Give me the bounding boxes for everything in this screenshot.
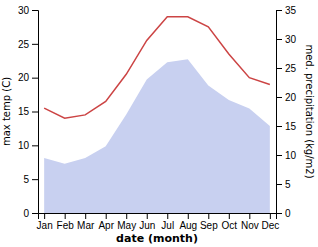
tick-label: Jul xyxy=(161,220,174,231)
tick-label: 0 xyxy=(23,208,29,219)
tick: 5 xyxy=(23,174,38,185)
tick-mark xyxy=(44,213,45,219)
tick-mark xyxy=(276,97,282,98)
tick-label: Jan xyxy=(37,220,53,231)
tick: Jan xyxy=(37,213,53,231)
tick-label: 20 xyxy=(285,92,297,103)
tick-mark xyxy=(276,126,282,127)
tick-mark xyxy=(276,68,282,69)
tick-mark xyxy=(106,213,107,219)
tick-mark xyxy=(208,213,209,219)
tick-label: Oct xyxy=(222,220,238,231)
chart: Jan FebMarAprMayJun Jul AugSep OctNovDec 0 5 10… xyxy=(0,0,318,247)
tick-mark xyxy=(32,145,38,146)
tick-label: 10 xyxy=(18,140,30,151)
tick-label: Mar xyxy=(77,220,95,231)
tick-label: Feb xyxy=(57,220,75,231)
tick-mark xyxy=(85,213,86,219)
tick: Feb xyxy=(57,213,75,231)
y2-axis-title: med. precipitation (kg/m2) xyxy=(304,44,315,178)
tick-mark xyxy=(229,213,230,219)
tick: 15 xyxy=(276,121,297,132)
tick-mark xyxy=(276,184,282,185)
y2-axis: 0 5 10 15 20 25 30 35 xyxy=(276,5,297,219)
tick-mark xyxy=(188,213,189,219)
x-axis: Jan FebMarAprMayJun Jul AugSep OctNovDec xyxy=(37,213,280,231)
tick: 20 xyxy=(276,92,297,103)
area xyxy=(44,59,270,213)
tick-label: 5 xyxy=(285,179,291,190)
tick-label: 25 xyxy=(18,39,30,50)
tick: 15 xyxy=(18,106,38,117)
marks xyxy=(44,17,270,213)
tick-mark xyxy=(32,112,38,113)
tick-mark xyxy=(147,213,148,219)
tick-label: Jun xyxy=(139,220,155,231)
tick-label: Apr xyxy=(98,220,114,231)
tick: 0 xyxy=(276,208,291,219)
tick: 25 xyxy=(18,39,38,50)
tick-label: Nov xyxy=(241,220,259,231)
tick: Nov xyxy=(241,213,259,231)
tick-mark xyxy=(32,44,38,45)
tick-mark xyxy=(167,213,168,219)
tick-mark xyxy=(276,39,282,40)
tick: Oct xyxy=(222,213,238,231)
tick: Jul xyxy=(161,213,174,231)
tick-label: 25 xyxy=(285,63,297,74)
tick-label: 10 xyxy=(285,150,297,161)
tick: Sep xyxy=(200,213,218,231)
tick-label: 0 xyxy=(285,208,291,219)
tick-mark xyxy=(32,10,38,11)
tick-label: May xyxy=(117,220,136,231)
tick-label: 15 xyxy=(18,106,30,117)
tick-label: 30 xyxy=(18,5,30,16)
tick: 35 xyxy=(276,5,297,16)
tick-mark xyxy=(65,213,66,219)
tick: 20 xyxy=(18,72,38,83)
line xyxy=(44,17,270,119)
tick-label: 35 xyxy=(285,5,297,16)
tick: 30 xyxy=(276,34,297,45)
x-axis-title: date (month) xyxy=(116,232,198,245)
tick-label: 15 xyxy=(285,121,297,132)
tick: Jun xyxy=(139,213,155,231)
tick: Apr xyxy=(98,213,114,231)
y-axis: 0 5 10 15 20 25 30 xyxy=(18,5,39,219)
tick: Dec xyxy=(261,213,279,231)
tick-label: 5 xyxy=(23,174,29,185)
tick: 10 xyxy=(18,140,38,151)
y-axis-title: max temp (C) xyxy=(1,77,12,146)
tick-label: Dec xyxy=(261,220,279,231)
tick: 30 xyxy=(18,5,38,16)
tick: May xyxy=(117,213,136,231)
tick-mark xyxy=(276,213,282,214)
tick: 25 xyxy=(276,63,297,74)
tick-mark xyxy=(32,179,38,180)
tick-mark xyxy=(32,213,38,214)
tick-mark xyxy=(270,213,271,219)
tick: 10 xyxy=(276,150,297,161)
tick-mark xyxy=(276,155,282,156)
axis-line xyxy=(277,11,283,214)
tick-label: 30 xyxy=(285,34,297,45)
tick-mark xyxy=(249,213,250,219)
tick-mark xyxy=(276,10,282,11)
tick-label: Sep xyxy=(200,220,218,231)
tick-mark xyxy=(126,213,127,219)
tick: Mar xyxy=(77,213,95,231)
axis-line xyxy=(39,214,277,220)
tick: 0 xyxy=(23,208,38,219)
tick-label: 20 xyxy=(18,72,30,83)
tick: Aug xyxy=(179,213,197,231)
plot: Jan FebMarAprMayJun Jul AugSep OctNovDec 0 5 10… xyxy=(1,5,315,245)
tick-label: Aug xyxy=(179,220,197,231)
tick-mark xyxy=(32,78,38,79)
tick: 5 xyxy=(276,179,291,190)
axis-line xyxy=(32,11,39,214)
